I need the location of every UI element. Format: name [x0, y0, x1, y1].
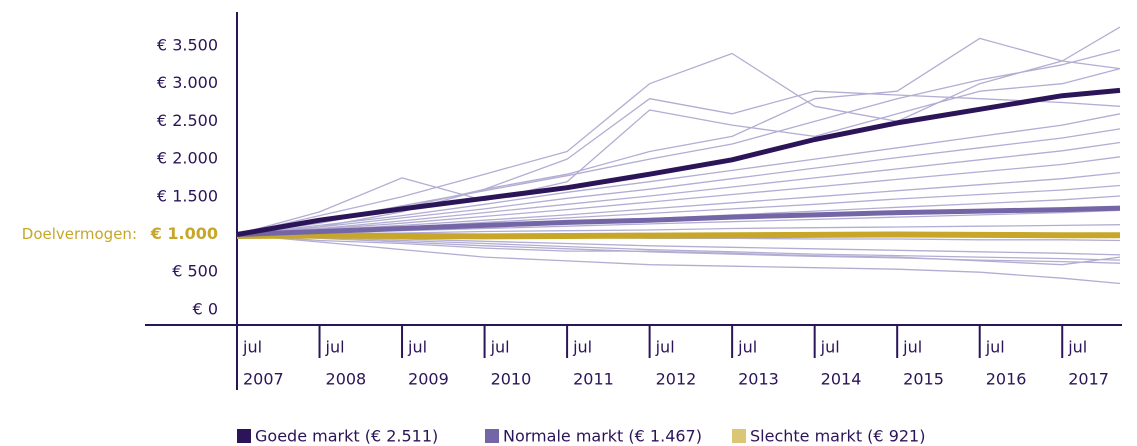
x-tick-label: jul [490, 338, 510, 357]
x-tick-year: 2013 [738, 370, 779, 389]
scenario-line [236, 171, 1121, 236]
scenario-line [236, 141, 1121, 236]
y-tick-label: € 0 [193, 299, 218, 318]
legend-label: Goede markt (€ 2.511) [255, 427, 438, 446]
x-tick-year: 2017 [1068, 370, 1109, 389]
x-tick-year: 2010 [491, 370, 532, 389]
x-tick-year: 2016 [986, 370, 1027, 389]
scenario-line [236, 128, 1121, 236]
plot-area [236, 26, 1121, 285]
x-tick-year: 2008 [326, 370, 367, 389]
x-tick-label: jul [655, 338, 675, 357]
x-tick-label: jul [242, 338, 262, 357]
scenario-line [236, 156, 1121, 236]
y-tick-label: € 2.500 [157, 111, 218, 130]
x-tick-label: jul [985, 338, 1005, 357]
scenario-line [236, 67, 1121, 236]
x-tick-label: jul [737, 338, 757, 357]
y-tick-label: € 3.500 [157, 35, 218, 54]
scenario-line [236, 233, 1121, 264]
x-tick-label: jul [902, 338, 922, 357]
x-tick-year: 2009 [408, 370, 449, 389]
series-line [236, 231, 1120, 240]
scenario-line [236, 233, 1121, 261]
x-tick-year: 2015 [903, 370, 944, 389]
y-tick-label: € 3.000 [157, 73, 218, 92]
x-tick-year: 2014 [821, 370, 862, 389]
legend-label: Slechte markt (€ 921) [750, 427, 925, 446]
legend-swatch [732, 429, 746, 443]
x-tick-year: 2007 [243, 370, 284, 389]
scenario-line [236, 90, 1121, 236]
series-line [236, 205, 1121, 237]
y-tick-label: € 1.500 [157, 186, 218, 205]
y-tick-label: € 500 [172, 262, 218, 281]
legend-label: Normale markt (€ 1.467) [503, 427, 702, 446]
scenario-line [236, 233, 1121, 285]
scenario-line [236, 26, 1121, 236]
x-tick-year: 2011 [573, 370, 614, 389]
x-tick-label: jul [407, 338, 427, 357]
x-tick-year: 2012 [656, 370, 697, 389]
x-tick-label: jul [820, 338, 840, 357]
x-tick-label: jul [325, 338, 345, 357]
legend-swatch [237, 429, 251, 443]
x-tick-label: jul [572, 338, 592, 357]
annotation: Doelvermogen: [22, 225, 137, 243]
series-line [236, 87, 1121, 237]
scenario-line [236, 37, 1121, 236]
y-tick-label: € 1.000 [150, 224, 218, 243]
legend-swatch [485, 429, 499, 443]
scenario-line [236, 233, 1121, 266]
y-tick-label: € 2.000 [157, 149, 218, 168]
scenario-line [236, 113, 1121, 236]
x-tick-label: jul [1067, 338, 1087, 357]
